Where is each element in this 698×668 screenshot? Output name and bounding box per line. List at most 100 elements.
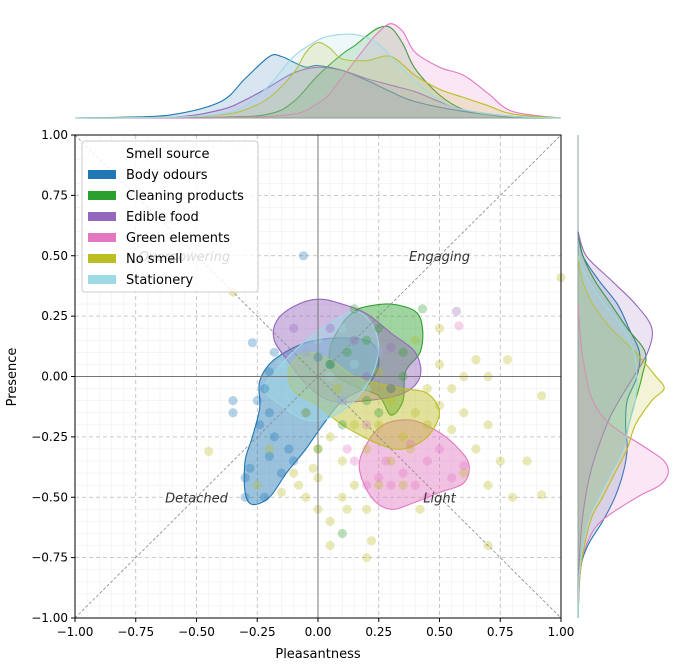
scatter-point bbox=[454, 321, 464, 331]
reference-lines bbox=[74, 134, 562, 619]
scatter-point bbox=[301, 492, 311, 502]
scatter-point bbox=[405, 444, 415, 454]
scatter-point bbox=[507, 492, 517, 502]
scatter-point bbox=[276, 487, 287, 497]
legend-label: Cleaning products bbox=[126, 189, 244, 204]
scatter-point bbox=[381, 456, 391, 466]
scatter-point bbox=[374, 473, 384, 483]
x-tick-label: −1.00 bbox=[57, 625, 94, 639]
legend-swatch bbox=[88, 275, 116, 284]
right-kde-fill bbox=[578, 231, 653, 618]
scatter-point bbox=[386, 480, 396, 490]
scatter-point bbox=[459, 461, 469, 471]
scatter-point bbox=[252, 396, 262, 406]
scatter-point bbox=[349, 456, 359, 466]
scatter-point bbox=[259, 492, 270, 502]
scatter-point bbox=[325, 432, 335, 442]
right-kde-fill bbox=[578, 231, 640, 618]
scatter-point bbox=[349, 480, 359, 490]
scatter-point bbox=[447, 384, 457, 394]
scatter-point bbox=[289, 323, 299, 333]
scatter-point bbox=[362, 553, 372, 563]
x-tick-label: 0.25 bbox=[365, 625, 392, 639]
scatter-point bbox=[471, 444, 481, 454]
scatter-point bbox=[349, 420, 359, 430]
scatter-point bbox=[366, 536, 377, 546]
x-tick-label: −0.25 bbox=[239, 625, 276, 639]
scatter-point bbox=[264, 408, 274, 418]
scatter-point bbox=[434, 359, 445, 369]
scatter-point bbox=[459, 468, 469, 478]
x-tick-label: 0.75 bbox=[487, 625, 514, 639]
top-kde-line bbox=[74, 54, 562, 119]
scatter-point bbox=[386, 384, 396, 394]
right-kde-line bbox=[577, 231, 653, 619]
right-kde-fill bbox=[578, 255, 638, 619]
scatter-point bbox=[337, 323, 347, 333]
scatter-point bbox=[537, 391, 547, 401]
top-kde-line bbox=[74, 41, 562, 119]
scatter-point bbox=[362, 335, 372, 345]
y-tick-label: 0.00 bbox=[41, 370, 68, 384]
scatter-point bbox=[447, 473, 457, 483]
legend-title: Smell source bbox=[126, 147, 209, 162]
scatter-point bbox=[228, 396, 238, 406]
scatter-point bbox=[386, 456, 396, 466]
x-tick-label: 0.00 bbox=[305, 625, 332, 639]
quadrant-label: Detached bbox=[165, 491, 228, 506]
scatter-point bbox=[374, 480, 384, 490]
scatter-point bbox=[422, 420, 432, 430]
right-kde-fill bbox=[578, 255, 665, 619]
scatter-point bbox=[386, 396, 396, 406]
quadrant-label: Engaging bbox=[409, 250, 470, 265]
top-kde-line bbox=[74, 23, 562, 119]
x-axis-label: Pleasantness bbox=[275, 647, 361, 662]
top-kde-fill bbox=[75, 67, 561, 119]
x-tick-label: 1.00 bbox=[548, 625, 575, 639]
y-tick-label: −1.00 bbox=[31, 611, 68, 625]
scatter-point bbox=[374, 347, 384, 357]
scatter-point bbox=[264, 451, 274, 461]
scatter-point bbox=[415, 504, 425, 514]
scatter-point bbox=[301, 408, 311, 418]
right-kde-fill bbox=[578, 231, 646, 618]
scatter-point bbox=[289, 456, 299, 466]
scatter-point bbox=[398, 480, 408, 490]
scatter-point bbox=[276, 359, 287, 369]
scatter-point bbox=[349, 359, 359, 369]
scatter-point bbox=[337, 420, 347, 430]
scatter-point bbox=[495, 456, 505, 466]
scatter-point bbox=[332, 384, 342, 394]
scatter-point bbox=[276, 468, 287, 478]
legend-label: Edible food bbox=[126, 210, 199, 225]
scatter-point bbox=[240, 473, 250, 483]
scatter-point bbox=[289, 468, 299, 478]
y-tick-label: 1.00 bbox=[41, 128, 68, 142]
scatter-point bbox=[522, 456, 532, 466]
scatter-point bbox=[434, 400, 445, 411]
scatter-point bbox=[342, 347, 352, 357]
scatter-point bbox=[410, 335, 420, 345]
y-axis-label: Presence bbox=[5, 348, 20, 407]
scatter-point bbox=[422, 456, 432, 466]
legend-swatch bbox=[88, 170, 116, 179]
legend-box bbox=[81, 140, 259, 293]
scatter-point bbox=[362, 384, 372, 394]
scatter-point bbox=[298, 251, 308, 261]
scatter-point bbox=[342, 444, 352, 454]
legend-label: Green elements bbox=[126, 231, 230, 246]
top-kde-fill bbox=[75, 54, 561, 118]
scatter-point bbox=[349, 335, 359, 345]
legend-label: Body odours bbox=[126, 168, 208, 183]
x-tick-label: −0.50 bbox=[178, 625, 215, 639]
scatter-point bbox=[398, 468, 408, 478]
right-kde-line bbox=[577, 304, 669, 619]
scatter-point bbox=[374, 408, 384, 418]
scatter-point bbox=[204, 446, 214, 456]
scatter-point bbox=[247, 338, 257, 348]
scatter-point bbox=[447, 425, 457, 435]
legend-label: No smell bbox=[126, 252, 182, 267]
scatter-point bbox=[386, 342, 396, 353]
scatter-points bbox=[204, 251, 566, 563]
